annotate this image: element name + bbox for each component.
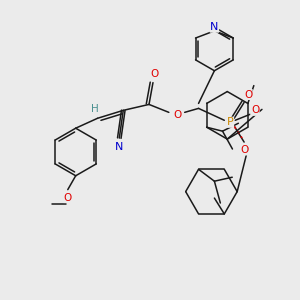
Text: H: H bbox=[91, 104, 98, 114]
Text: O: O bbox=[151, 69, 159, 79]
Text: N: N bbox=[115, 142, 124, 152]
Text: O: O bbox=[251, 105, 259, 116]
Text: O: O bbox=[174, 110, 182, 120]
Text: O: O bbox=[64, 193, 72, 202]
Text: O: O bbox=[244, 89, 252, 100]
Text: P: P bbox=[227, 117, 234, 127]
Text: O: O bbox=[240, 145, 248, 155]
Text: N: N bbox=[210, 22, 219, 32]
